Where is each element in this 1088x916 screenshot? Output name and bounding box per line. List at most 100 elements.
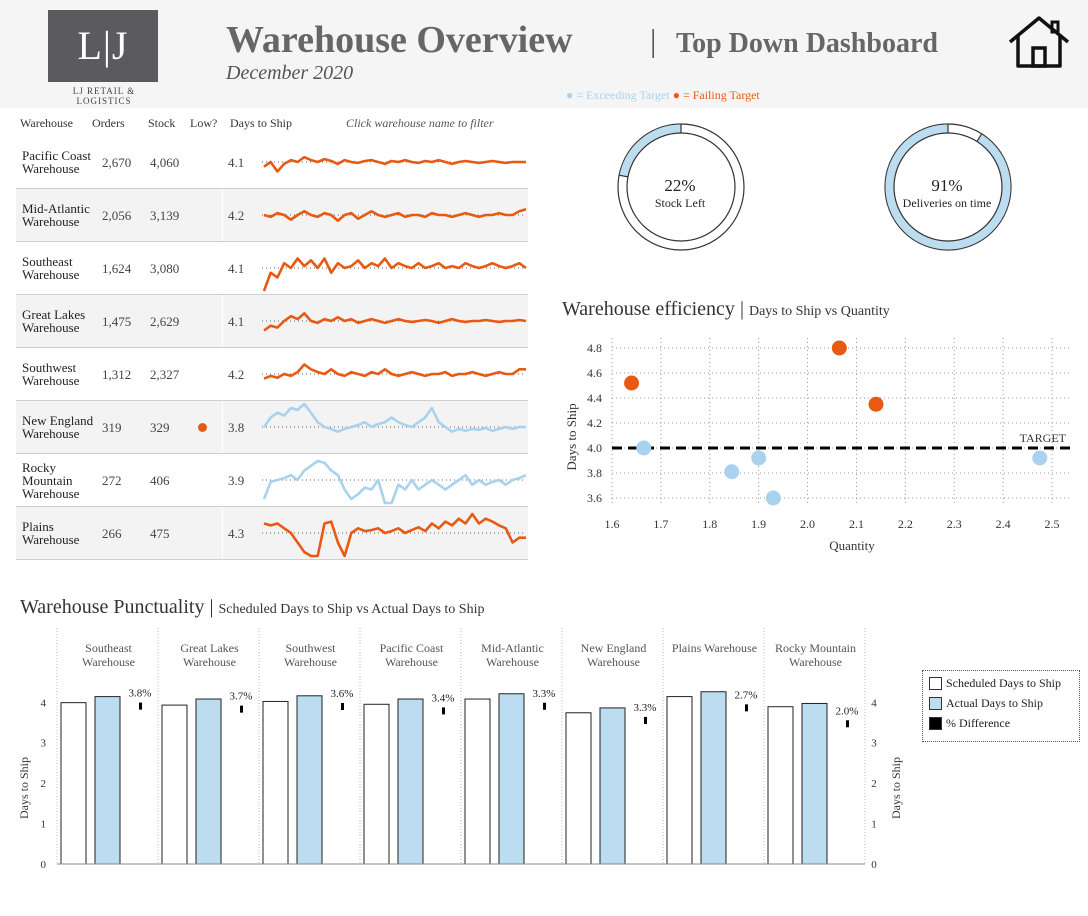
sparkline-series [263, 155, 526, 173]
category-label-line2: Warehouse [587, 655, 640, 669]
warehouse-name-link[interactable]: Rocky Mountain Warehouse [22, 461, 79, 500]
days-to-ship-value: 3.9 [228, 473, 245, 488]
bar-actual[interactable] [599, 707, 626, 865]
warehouse-name-line: Mountain [22, 473, 73, 488]
punctuality-bar-chart: 0 0 1 1 2 2 3 3 4 4 Days to Ship Days to Ship Southe… [17, 628, 903, 871]
deliveries-on-time-donut [884, 123, 1012, 251]
legend-scheduled: Scheduled Days to Ship [929, 673, 1073, 693]
bar-actual[interactable] [94, 696, 121, 865]
bar-scheduled[interactable] [767, 706, 794, 865]
days-to-ship-sparkline [262, 208, 527, 223]
legend-exceeding-target: ● = Exceeding Target [566, 88, 670, 102]
orders-value: 1,624 [102, 261, 132, 276]
legend-label-difference: % Difference [946, 715, 1011, 730]
category-label-line1: New England [581, 641, 647, 655]
warehouse-name-link[interactable]: Great Lakes Warehouse [22, 308, 85, 334]
y-tick-label-left: 2 [41, 778, 47, 790]
warehouse-name-link[interactable]: Southeast Warehouse [22, 255, 79, 281]
bar-actual[interactable] [801, 702, 828, 865]
company-logo: L|J LJ RETAIL & LOGISTICS [44, 8, 164, 106]
scatter-point-exceed[interactable] [724, 464, 740, 480]
bar-actual[interactable] [195, 698, 222, 865]
sparkline-series [263, 312, 527, 332]
warehouse-name-link[interactable]: Mid-Atlantic Warehouse [22, 202, 90, 228]
deliveries-on-time-label: 91% Deliveries on time [877, 176, 1017, 211]
warehouse-name-line: Warehouse [22, 426, 80, 441]
x-tick-label: 2.5 [1045, 517, 1060, 531]
header-stock: Stock [148, 116, 176, 130]
warehouse-name-line: Warehouse [22, 161, 80, 176]
difference-marker[interactable] [846, 720, 849, 728]
warehouse-name-link[interactable]: New England Warehouse [22, 414, 93, 440]
scatter-point-fail[interactable] [868, 396, 884, 412]
scatter-point-fail[interactable] [831, 340, 847, 356]
bar-scheduled[interactable] [262, 700, 289, 865]
difference-marker[interactable] [442, 707, 445, 715]
bar-scheduled[interactable] [565, 712, 592, 865]
table-row: Rocky Mountain Warehouse 272 406 3.9 [16, 454, 528, 507]
stock-left-label: 22% Stock Left [610, 176, 750, 211]
orders-value: 319 [102, 420, 122, 435]
stock-value: 4,060 [150, 155, 180, 170]
days-to-ship-value: 4.1 [228, 155, 245, 170]
scatter-point-exceed[interactable] [765, 490, 781, 506]
bar-scheduled[interactable] [363, 703, 390, 865]
bar-scheduled[interactable] [60, 702, 87, 865]
category-label-line1: Southwest [285, 641, 336, 655]
donut-arc-end-edge [619, 174, 629, 178]
bar-scheduled[interactable] [161, 704, 188, 865]
y-tick-label-left: 1 [41, 819, 47, 831]
bar-scheduled[interactable] [464, 698, 491, 865]
difference-marker[interactable] [745, 704, 748, 712]
category-label-line2: Warehouse [183, 655, 236, 669]
difference-label: 3.8% [129, 688, 152, 700]
warehouse-name-line: Warehouse [22, 486, 80, 501]
legend-label-actual: Actual Days to Ship [946, 695, 1043, 710]
logo-mark: L|J [48, 10, 158, 82]
days-to-ship-sparkline [262, 512, 526, 558]
difference-marker[interactable] [240, 705, 243, 713]
x-tick-label: 1.9 [751, 517, 766, 531]
punctuality-legend: Scheduled Days to Ship Actual Days to Sh… [922, 670, 1080, 742]
difference-marker[interactable] [543, 702, 546, 710]
warehouse-name-link[interactable]: Southwest Warehouse [22, 361, 79, 387]
bar-actual[interactable] [397, 698, 424, 865]
warehouse-name-link[interactable]: Plains Warehouse [22, 520, 79, 546]
table-row: Mid-Atlantic Warehouse 2,056 3,139 4.2 [16, 189, 528, 242]
legend-swatch-difference [929, 716, 942, 730]
difference-marker[interactable] [139, 702, 142, 710]
warehouse-name-line: Great Lakes [22, 307, 86, 322]
y-axis-label-left: Days to Ship [17, 757, 31, 819]
home-icon[interactable] [1006, 14, 1072, 70]
warehouse-name-link[interactable]: Pacific Coast Warehouse [22, 149, 91, 175]
bar-actual[interactable] [498, 693, 525, 865]
column-divider [222, 454, 223, 506]
category-label-line1: Mid-Atlantic [481, 641, 544, 655]
sparkline-series [263, 363, 526, 380]
y-tick-label-right: 0 [871, 859, 877, 871]
days-to-ship-sparkline [262, 312, 527, 332]
y-tick-label: 3.8 [587, 466, 602, 480]
column-divider [222, 136, 223, 188]
stock-left-caption: Stock Left [654, 196, 706, 210]
category-label-line1: Rocky Mountain [775, 641, 856, 655]
bar-actual[interactable] [700, 691, 727, 865]
bar-actual[interactable] [296, 695, 323, 865]
scatter-point-fail[interactable] [624, 375, 640, 391]
report-date: December 2020 [226, 62, 354, 84]
x-tick-label: 2.3 [947, 517, 962, 531]
x-tick-label: 2.2 [898, 517, 913, 531]
y-tick-label-left: 4 [41, 697, 47, 709]
bar-scheduled[interactable] [666, 696, 693, 865]
scatter-point-exceed[interactable] [636, 440, 652, 456]
difference-marker[interactable] [341, 702, 344, 710]
table-row: New England Warehouse 319 329 3.8 [16, 401, 528, 454]
warehouse-name-line: Warehouse [22, 373, 80, 388]
scatter-point-exceed[interactable] [751, 450, 767, 466]
scatter-point-exceed[interactable] [1032, 450, 1048, 466]
y-tick-label-right: 2 [871, 778, 877, 790]
difference-marker[interactable] [644, 716, 647, 724]
header-warehouse: Warehouse [20, 116, 74, 130]
efficiency-title-main: Warehouse efficiency [562, 298, 735, 320]
column-divider [222, 242, 223, 294]
